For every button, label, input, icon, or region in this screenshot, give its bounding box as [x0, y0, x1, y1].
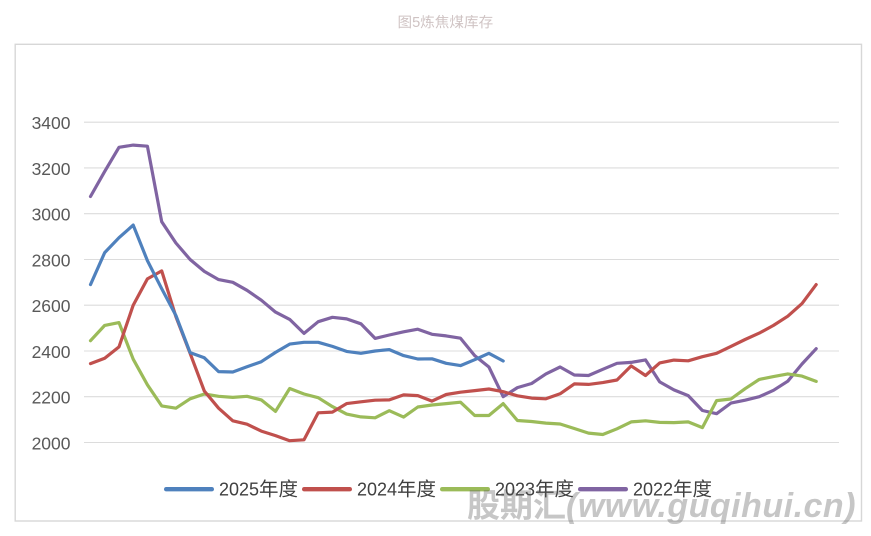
svg-text:2025: 2025	[219, 480, 259, 500]
svg-text:2400: 2400	[32, 342, 71, 362]
svg-text:2024: 2024	[357, 480, 397, 500]
svg-text:3000: 3000	[32, 205, 71, 225]
svg-text:(www.guqihui.cn): (www.guqihui.cn)	[566, 487, 856, 525]
svg-text:5: 5	[412, 15, 420, 31]
svg-text:2800: 2800	[32, 251, 71, 271]
svg-text:2023: 2023	[495, 480, 535, 500]
svg-text:3200: 3200	[32, 159, 71, 179]
svg-text:2600: 2600	[32, 296, 71, 316]
svg-text:3400: 3400	[32, 113, 71, 133]
svg-text:2200: 2200	[32, 388, 71, 408]
svg-text:2000: 2000	[32, 434, 71, 454]
svg-text:2022: 2022	[633, 480, 673, 500]
